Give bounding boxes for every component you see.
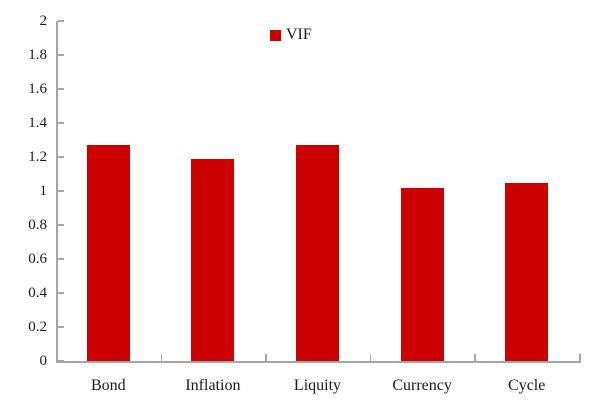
bar <box>400 187 444 361</box>
x-axis-category-label: Bond <box>90 377 126 394</box>
legend: VIF <box>270 27 312 43</box>
x-axis-tick <box>160 354 163 361</box>
y-axis-tick <box>57 258 64 260</box>
bar <box>505 182 549 361</box>
y-axis-tick-label: 0.4 <box>28 284 47 301</box>
y-axis-tick <box>57 54 64 56</box>
y-axis-tick-label: 1.4 <box>28 114 47 131</box>
y-axis-tick-label: 1.6 <box>28 80 47 97</box>
y-axis-tick <box>57 88 64 90</box>
y-axis-tick-label: 0.6 <box>28 250 47 267</box>
y-axis-line <box>56 21 58 363</box>
y-axis-tick <box>57 190 64 192</box>
y-axis-tick-label: 0.2 <box>28 318 47 335</box>
x-axis-tick <box>265 354 267 361</box>
x-axis-tick <box>579 354 581 361</box>
x-axis-tick <box>369 354 372 361</box>
y-axis-tick <box>57 122 64 124</box>
bar <box>191 158 235 361</box>
x-axis-category-label: Currency <box>392 377 452 394</box>
legend-label: VIF <box>286 26 312 43</box>
x-axis-tick <box>474 354 476 361</box>
x-axis-line <box>56 361 581 363</box>
y-axis-tick-label: 2 <box>39 12 48 29</box>
y-axis-tick <box>57 326 64 328</box>
y-axis-tick-label: 1 <box>39 182 48 199</box>
x-axis-category-label: Inflation <box>185 377 241 394</box>
y-axis-tick <box>57 156 64 158</box>
y-axis-tick-label: 0 <box>39 352 48 369</box>
x-axis-category-label: Cycle <box>508 377 546 394</box>
bar <box>86 145 130 361</box>
y-axis-tick <box>57 292 64 294</box>
legend-swatch-icon <box>270 29 281 41</box>
bar <box>296 145 339 361</box>
y-axis-tick <box>57 360 64 362</box>
y-axis-tick <box>57 224 64 226</box>
y-axis-tick-label: 1.2 <box>28 148 47 165</box>
y-axis-tick <box>57 20 64 22</box>
y-axis-tick-label: 0.8 <box>28 216 47 233</box>
x-axis-tick <box>56 354 58 361</box>
x-axis-category-label: Liquity <box>293 377 342 394</box>
y-axis-tick-label: 1.8 <box>28 46 47 63</box>
